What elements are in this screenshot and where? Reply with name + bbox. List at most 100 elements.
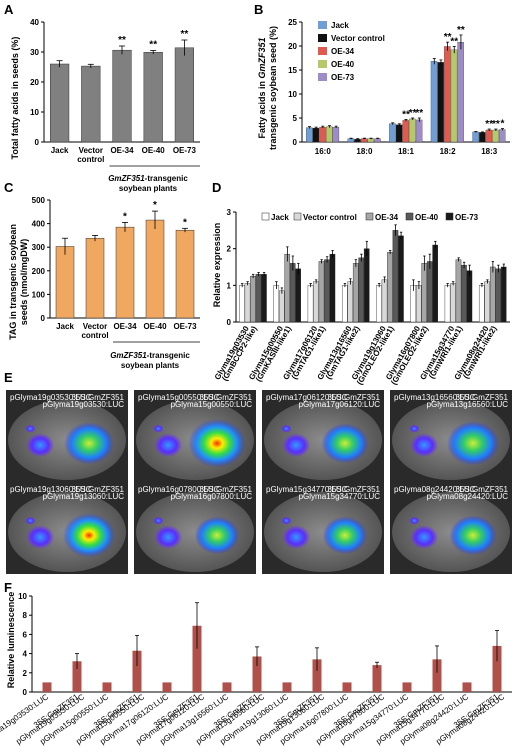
chart-b-ytick-label: 25 [288, 18, 297, 27]
chart-c-xtick-label: control [81, 331, 108, 340]
chart-c-bar [175, 229, 195, 319]
luciferase-signal-spot [153, 424, 164, 433]
leaf-image-label-control: pGlyma15g34770:LUC [266, 485, 348, 494]
chart-f-bar [462, 682, 472, 692]
chart-b-legend-label: OE-40 [331, 60, 355, 69]
chart-c-xlabel: GmZF351-transgenic [110, 351, 190, 360]
chart-b-bar [360, 138, 368, 143]
chart-d-legend-swatch [405, 212, 414, 221]
chart-f-ytick-label: 8 [23, 611, 28, 620]
chart-b-ylabel-2: transgenic soybean seed (%) [268, 26, 278, 150]
leaf-image-label-test: 35S:GmZF351 [456, 485, 509, 494]
chart-c-xlabel-2: soybean plants [121, 361, 180, 370]
chart-b-bar [444, 46, 451, 143]
luciferase-signal-spot [281, 516, 292, 525]
luciferase-signal-weak [154, 525, 183, 550]
chart-b-xtick-label: 18:2 [440, 147, 457, 156]
chart-d-bar [261, 274, 267, 323]
chart-d-bar [358, 257, 364, 323]
chart-d-legend-swatch [445, 212, 454, 221]
chart-a-ytick-label: 20 [30, 78, 39, 87]
chart-f-bar [342, 682, 352, 692]
chart-f-ylabel: Relative luminescence [6, 592, 16, 689]
luciferase-signal-weak [154, 433, 183, 458]
chart-b-bar [325, 126, 333, 143]
chart-d-bar [239, 285, 245, 323]
leaf-image-label-test-2: pGlyma15g34770:LUC [299, 492, 381, 501]
chart-d-legend-label: OE-73 [455, 213, 479, 222]
chart-b-significance: ** [402, 109, 410, 120]
chart-d-bar [426, 261, 433, 323]
chart-b-bar [319, 126, 326, 143]
panel-label-e: E [4, 370, 13, 385]
chart-f-bar [282, 682, 292, 692]
chart-c-ytick-label: 0 [41, 314, 46, 323]
chart-f-bar [222, 682, 232, 692]
chart-d-bar [295, 268, 301, 323]
chart-d: Relative expression 0123Glyma19g03530(Gm… [212, 208, 510, 386]
chart-b-bar [479, 132, 486, 143]
chart-c-xtick-label: Jack [56, 322, 74, 331]
luciferase-signal-weak [26, 525, 55, 550]
chart-d-bar [273, 285, 280, 323]
chart-d-ytick-label: 0 [227, 318, 232, 327]
chart-d-legend-swatch [293, 212, 302, 221]
chart-d-bar [387, 252, 393, 323]
chart-b-legend-label: OE-73 [331, 73, 355, 82]
chart-b-significance: ** [450, 36, 458, 47]
chart-d-bar [500, 266, 507, 323]
chart-c-significance: * [153, 200, 157, 211]
chart-d-bar [444, 285, 451, 323]
chart-d-bar [455, 259, 462, 323]
chart-b-legend-swatch [318, 47, 327, 55]
chart-a-significance: ** [118, 35, 126, 46]
chart-b-xtick-label: 18:0 [356, 147, 373, 156]
luciferase-signal-weak [410, 433, 439, 458]
chart-f-ytick-label: 4 [23, 650, 28, 659]
luciferase-signal-spot [409, 516, 420, 525]
chart-d-bar [307, 285, 314, 323]
leaf-image-label-test: 35S:GmZF351 [200, 485, 253, 494]
chart-b-bar [450, 49, 458, 143]
panel-label-c: C [4, 180, 14, 195]
chart-b-ytick-label: 20 [288, 42, 297, 51]
chart-f-bar [192, 625, 202, 692]
chart-d-legend-swatch [365, 212, 374, 221]
chart-a-xlabel-2: soybean plants [119, 184, 178, 193]
chart-c-ytick-label: 300 [32, 243, 46, 252]
chart-a-xlabel: GmZF351-transgenic [108, 174, 188, 183]
leaf-image-label-test: 35S:GmZF351 [72, 393, 125, 402]
chart-b-ylabel: Fatty acids in GmZF351 [257, 37, 267, 138]
chart-c-ylabel-2: seeds (nmol/mgDW) [19, 239, 29, 326]
chart-a-bar [143, 52, 163, 143]
chart-b-legend-label: Jack [331, 21, 349, 30]
chart-d-bar [381, 279, 388, 323]
chart-d-bar [461, 264, 467, 323]
luciferase-signal-strong [64, 422, 114, 465]
chart-d-ylabel: Relative expression [212, 223, 222, 308]
chart-a-xtick-label: OE-73 [173, 146, 197, 155]
chart-f-bar [492, 645, 502, 692]
chart-b-legend-swatch [318, 21, 327, 29]
leaf-image-label-control: pGlyma17g06120:LUC [266, 393, 348, 402]
chart-a-bar [49, 63, 70, 143]
chart-d-bar [318, 261, 325, 323]
chart-a-significance: ** [149, 40, 157, 51]
chart-d-bar [363, 248, 370, 323]
chart-d-bar [489, 266, 496, 323]
luciferase-signal-spot [409, 424, 420, 433]
luciferase-signal-strong [188, 419, 246, 468]
chart-b-xtick-label: 16:0 [315, 147, 332, 156]
luciferase-signal-strong [446, 421, 499, 466]
chart-f-ytick-label: 10 [18, 592, 27, 601]
chart-d-ytick-label: 2 [227, 245, 232, 254]
chart-c-xtick-label: OE-73 [173, 322, 197, 331]
leaf-image-label-test-2: pGlyma17g06120:LUC [299, 400, 381, 409]
chart-b-bar [492, 129, 499, 143]
panel-label-a: A [4, 2, 14, 17]
luciferase-signal-strong [194, 516, 240, 555]
chart-d-bar [284, 253, 291, 323]
chart-d-bar [432, 244, 438, 323]
leaf-image-label-control: pGlyma15g00550:LUC [138, 393, 220, 402]
